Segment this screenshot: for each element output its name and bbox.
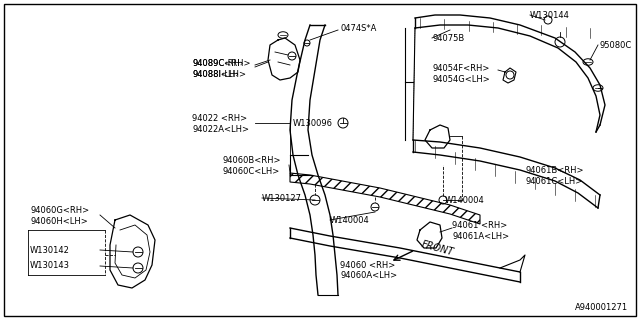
Text: W140004: W140004 — [445, 196, 484, 204]
Text: 94060H<LH>: 94060H<LH> — [30, 217, 88, 226]
Text: 94060 <RH>: 94060 <RH> — [340, 260, 396, 269]
Text: W130142: W130142 — [30, 245, 70, 254]
Text: 94088I<LH>: 94088I<LH> — [192, 69, 246, 78]
Text: 94061B<RH>: 94061B<RH> — [525, 165, 584, 174]
Text: W130144: W130144 — [530, 11, 570, 20]
Text: 94022A<LH>: 94022A<LH> — [192, 124, 249, 133]
Text: 94075B: 94075B — [432, 34, 464, 43]
Text: 94060B<RH>: 94060B<RH> — [222, 156, 280, 164]
Text: W130096: W130096 — [293, 118, 333, 127]
Text: 94089C<RH>: 94089C<RH> — [192, 59, 250, 68]
Text: 94022 <RH>: 94022 <RH> — [192, 114, 247, 123]
Text: 94054G<LH>: 94054G<LH> — [432, 75, 490, 84]
Text: 94060A<LH>: 94060A<LH> — [340, 271, 397, 281]
Text: 94088Ι‹LH›: 94088Ι‹LH› — [192, 69, 239, 78]
Text: W130127: W130127 — [262, 194, 302, 203]
Text: 94061 <RH>: 94061 <RH> — [452, 220, 508, 229]
Text: 94060C<LH>: 94060C<LH> — [222, 166, 279, 175]
Text: 94054F<RH>: 94054F<RH> — [432, 63, 490, 73]
Text: W130143: W130143 — [30, 261, 70, 270]
Text: 0474S*A: 0474S*A — [340, 23, 376, 33]
Text: 94061C<LH>: 94061C<LH> — [525, 177, 582, 186]
Text: 94060G<RH>: 94060G<RH> — [30, 205, 89, 214]
Text: FRONT: FRONT — [420, 239, 454, 257]
Text: A940001271: A940001271 — [575, 303, 628, 312]
Text: 94061A<LH>: 94061A<LH> — [452, 231, 509, 241]
Text: 95080C: 95080C — [600, 41, 632, 50]
Text: 94089C‹RH›: 94089C‹RH› — [192, 59, 243, 68]
Text: W140004: W140004 — [330, 215, 370, 225]
